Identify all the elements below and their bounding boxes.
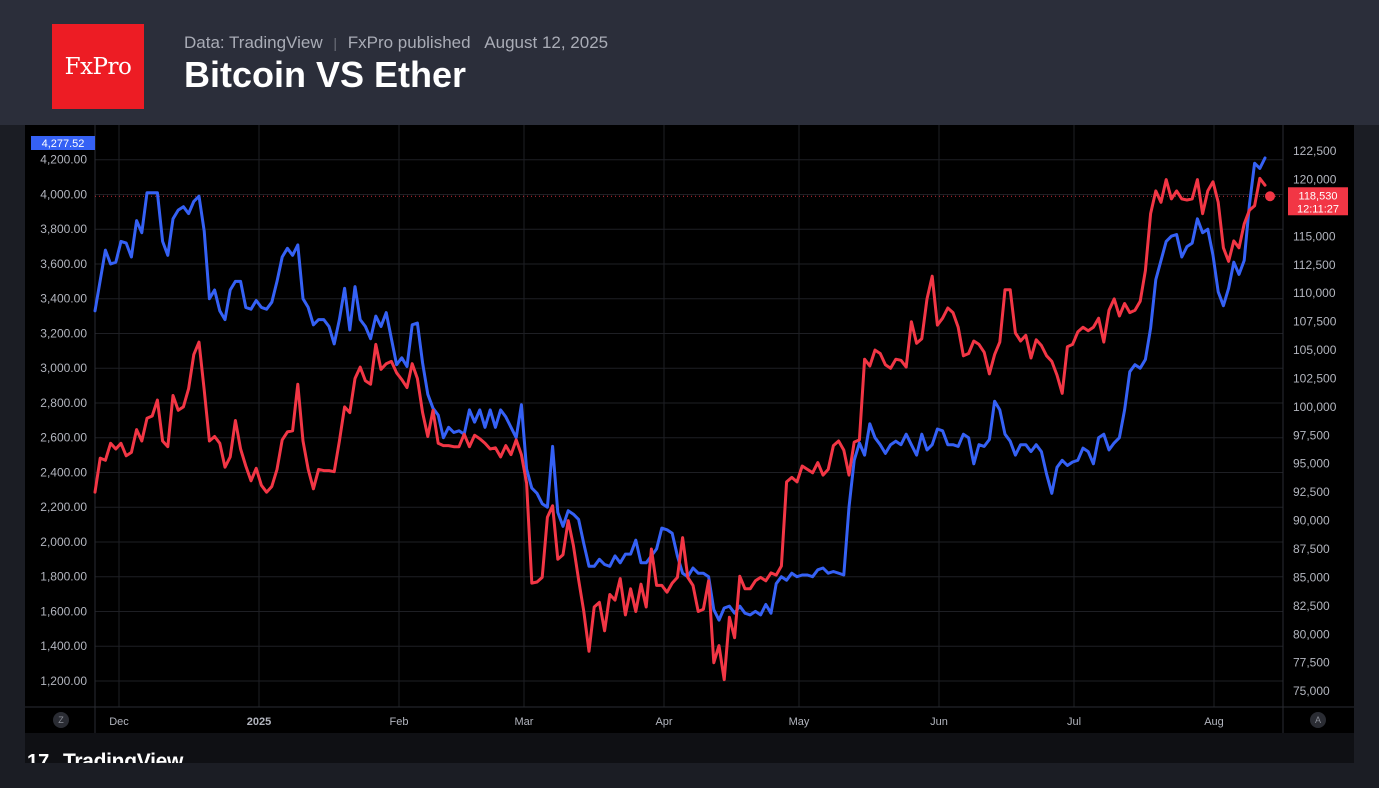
- right-axis-tick-label: 90,000: [1293, 514, 1330, 528]
- right-axis-tick-label: 110,000: [1293, 286, 1336, 300]
- left-axis-tick-label: 3,800.00: [40, 222, 87, 236]
- btc-last-price-label: 118,530: [1299, 190, 1338, 202]
- x-tick-label: May: [789, 716, 810, 728]
- left-axis-tick-label: 1,800.00: [40, 570, 87, 584]
- btc-last-price-tag: [1288, 187, 1348, 216]
- right-axis-tick-label: 107,500: [1293, 315, 1337, 329]
- price-chart[interactable]: Dec 2025 Feb Mar Apr May Jun Jul Aug 1,200.00 1,40…: [25, 125, 1354, 733]
- header: FxPro Data: TradingView | FxPro publishe…: [0, 0, 1379, 125]
- right-axis-tick-label: 82,500: [1293, 599, 1330, 613]
- right-axis-tick-label: 92,500: [1293, 485, 1330, 499]
- right-axis-tick-label: 120,000: [1293, 173, 1337, 187]
- data-source: Data: TradingView: [184, 33, 323, 52]
- x-tick-label: Feb: [390, 716, 409, 728]
- right-axis-tick-label: 102,500: [1293, 371, 1337, 385]
- left-axis-tick-label: 1,600.00: [40, 604, 87, 618]
- logo-text: FxPro: [64, 53, 132, 80]
- fxpro-logo: FxPro: [52, 24, 144, 109]
- eth-last-price-tag: [31, 136, 95, 150]
- x-tick-label: Jul: [1067, 716, 1081, 728]
- left-axis-tick-label: 1,200.00: [40, 674, 87, 688]
- header-meta: Data: TradingView | FxPro published Augu…: [184, 33, 608, 53]
- left-axis-tick-label: 3,600.00: [40, 257, 87, 271]
- meta-separator: |: [333, 35, 337, 51]
- x-tick-label: Aug: [1204, 716, 1224, 728]
- left-axis-tick-label: 1,400.00: [40, 639, 87, 653]
- right-axis-tick-label: 87,500: [1293, 542, 1330, 556]
- left-axis-tick-label: 2,600.00: [40, 431, 87, 445]
- btc-countdown-label: 12:11:27: [1297, 203, 1339, 215]
- tradingview-logo-icon: 17: [27, 751, 50, 763]
- right-axis-tick-label: 75,000: [1293, 684, 1330, 698]
- x-tick-label: Dec: [109, 716, 129, 728]
- left-axis-tick-label: 2,400.00: [40, 465, 87, 479]
- publish-date: August 12, 2025: [484, 33, 609, 52]
- left-axis-tick-label: 3,200.00: [40, 326, 87, 340]
- publisher: FxPro published: [347, 33, 471, 52]
- left-axis-tick-label: 4,000.00: [40, 187, 87, 201]
- btc-last-price-dot: [1265, 191, 1275, 202]
- right-axis-tick-label: 100,000: [1293, 400, 1337, 414]
- tradingview-brand: TradingView: [63, 750, 184, 763]
- right-axis-tick-label: 95,000: [1293, 457, 1330, 471]
- x-tick-label: 2025: [247, 716, 271, 728]
- auto-scale-right-button[interactable]: A: [1310, 712, 1326, 728]
- right-axis-tick-label: 80,000: [1293, 627, 1330, 641]
- left-axis-tick-label: 2,000.00: [40, 535, 87, 549]
- x-tick-label: Mar: [515, 716, 534, 728]
- right-axis-tick-label: 85,000: [1293, 570, 1330, 584]
- right-axis-tick-label: 97,500: [1293, 428, 1330, 442]
- btc-price-line: [93, 176, 1267, 682]
- x-tick-label: Apr: [655, 716, 672, 728]
- page-title: Bitcoin VS Ether: [184, 54, 467, 95]
- footer: 17 TradingView: [25, 733, 1354, 763]
- left-axis-tick-label: 2,800.00: [40, 396, 87, 410]
- right-axis-tick-label: 115,000: [1293, 229, 1336, 243]
- eth-last-price-label: 4,277.52: [42, 138, 85, 150]
- eth-price-line: [93, 156, 1267, 622]
- left-axis-tick-label: 4,200.00: [40, 153, 87, 167]
- auto-scale-left-button[interactable]: Z: [53, 712, 69, 728]
- right-axis-tick-label: 105,000: [1293, 343, 1337, 357]
- right-axis-tick-label: 112,500: [1293, 258, 1336, 272]
- left-axis-tick-label: 2,200.00: [40, 500, 87, 514]
- right-axis-tick-label: 122,500: [1293, 144, 1337, 158]
- right-axis-tick-label: 77,500: [1293, 656, 1330, 670]
- left-axis-tick-label: 3,000.00: [40, 361, 87, 375]
- left-axis-tick-label: 3,400.00: [40, 292, 87, 306]
- x-tick-label: Jun: [930, 716, 948, 728]
- chart-area[interactable]: Dec 2025 Feb Mar Apr May Jun Jul Aug 1,200.00 1,40…: [25, 125, 1354, 733]
